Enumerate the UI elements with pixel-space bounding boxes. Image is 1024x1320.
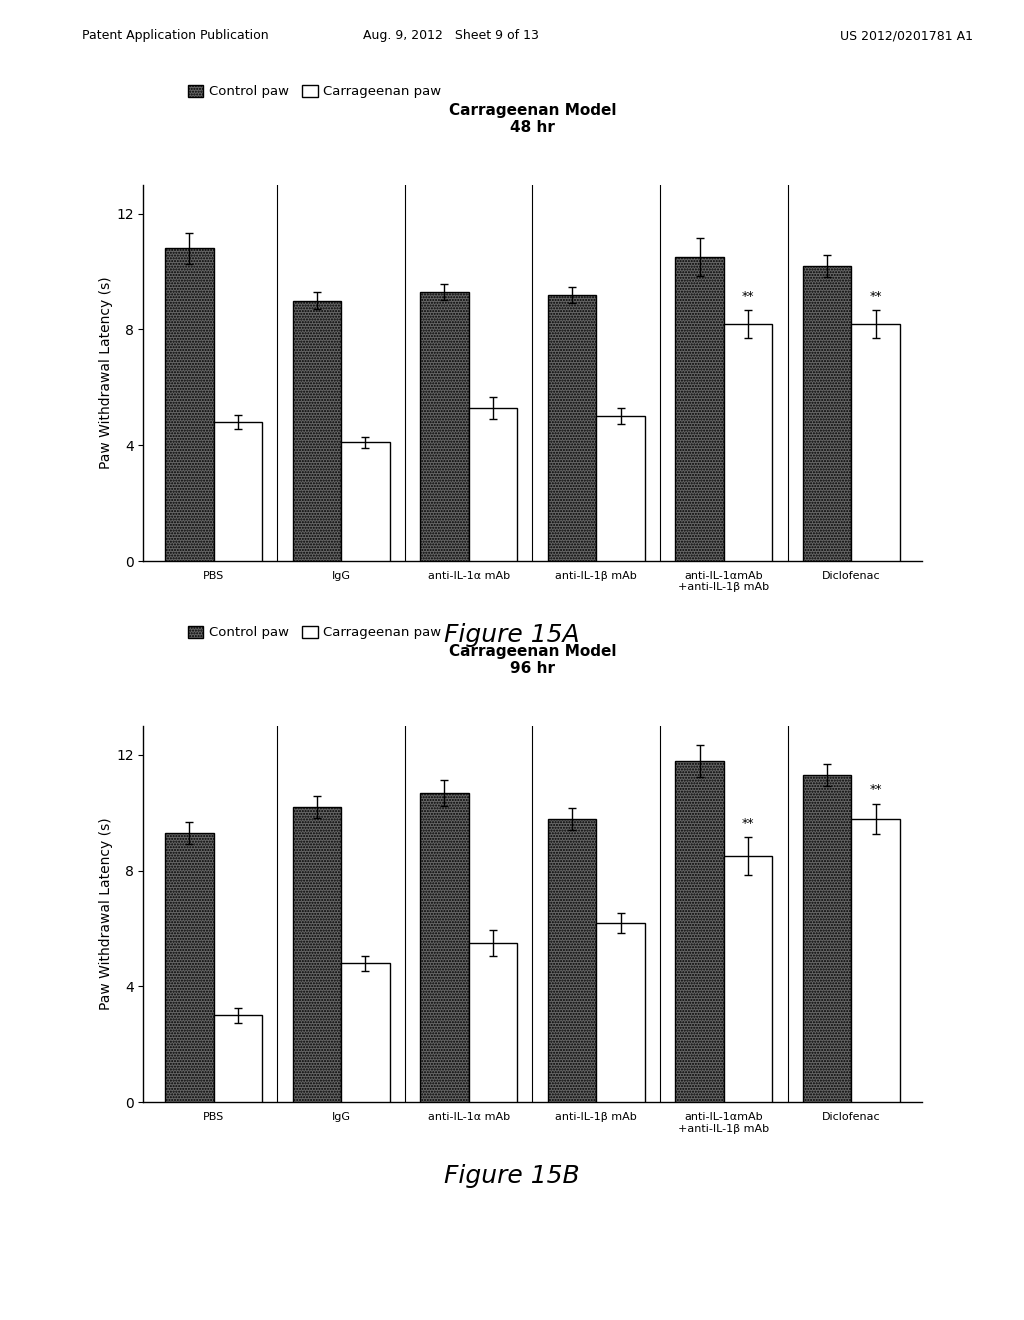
Bar xyxy=(803,775,851,1102)
Bar xyxy=(469,942,517,1102)
Bar xyxy=(596,416,645,561)
Bar xyxy=(420,292,469,561)
Legend: Control paw, Carrageenan paw: Control paw, Carrageenan paw xyxy=(182,620,446,644)
Text: Figure 15B: Figure 15B xyxy=(444,1164,580,1188)
Bar xyxy=(293,301,341,561)
Bar xyxy=(469,408,517,561)
Bar xyxy=(165,833,214,1102)
Bar xyxy=(341,964,389,1102)
Bar xyxy=(596,923,645,1102)
Bar xyxy=(341,442,389,561)
Bar xyxy=(851,818,900,1102)
Bar xyxy=(214,1015,262,1102)
Text: **: ** xyxy=(869,783,882,796)
Bar xyxy=(851,323,900,561)
Bar xyxy=(214,422,262,561)
Bar xyxy=(293,807,341,1102)
Bar xyxy=(724,857,772,1102)
Bar xyxy=(724,323,772,561)
Text: Figure 15A: Figure 15A xyxy=(444,623,580,647)
Bar xyxy=(548,818,596,1102)
Title: Carrageenan Model
48 hr: Carrageenan Model 48 hr xyxy=(449,103,616,135)
Text: **: ** xyxy=(741,289,755,302)
Y-axis label: Paw Withdrawal Latency (s): Paw Withdrawal Latency (s) xyxy=(99,818,114,1010)
Bar xyxy=(420,792,469,1102)
Text: **: ** xyxy=(869,289,882,302)
Text: **: ** xyxy=(741,817,755,830)
Text: Aug. 9, 2012   Sheet 9 of 13: Aug. 9, 2012 Sheet 9 of 13 xyxy=(362,29,539,42)
Text: Patent Application Publication: Patent Application Publication xyxy=(82,29,268,42)
Bar xyxy=(548,294,596,561)
Bar xyxy=(676,257,724,561)
Bar xyxy=(165,248,214,561)
Text: US 2012/0201781 A1: US 2012/0201781 A1 xyxy=(840,29,973,42)
Bar xyxy=(676,760,724,1102)
Y-axis label: Paw Withdrawal Latency (s): Paw Withdrawal Latency (s) xyxy=(99,277,114,469)
Title: Carrageenan Model
96 hr: Carrageenan Model 96 hr xyxy=(449,644,616,676)
Bar xyxy=(803,265,851,561)
Legend: Control paw, Carrageenan paw: Control paw, Carrageenan paw xyxy=(182,79,446,103)
